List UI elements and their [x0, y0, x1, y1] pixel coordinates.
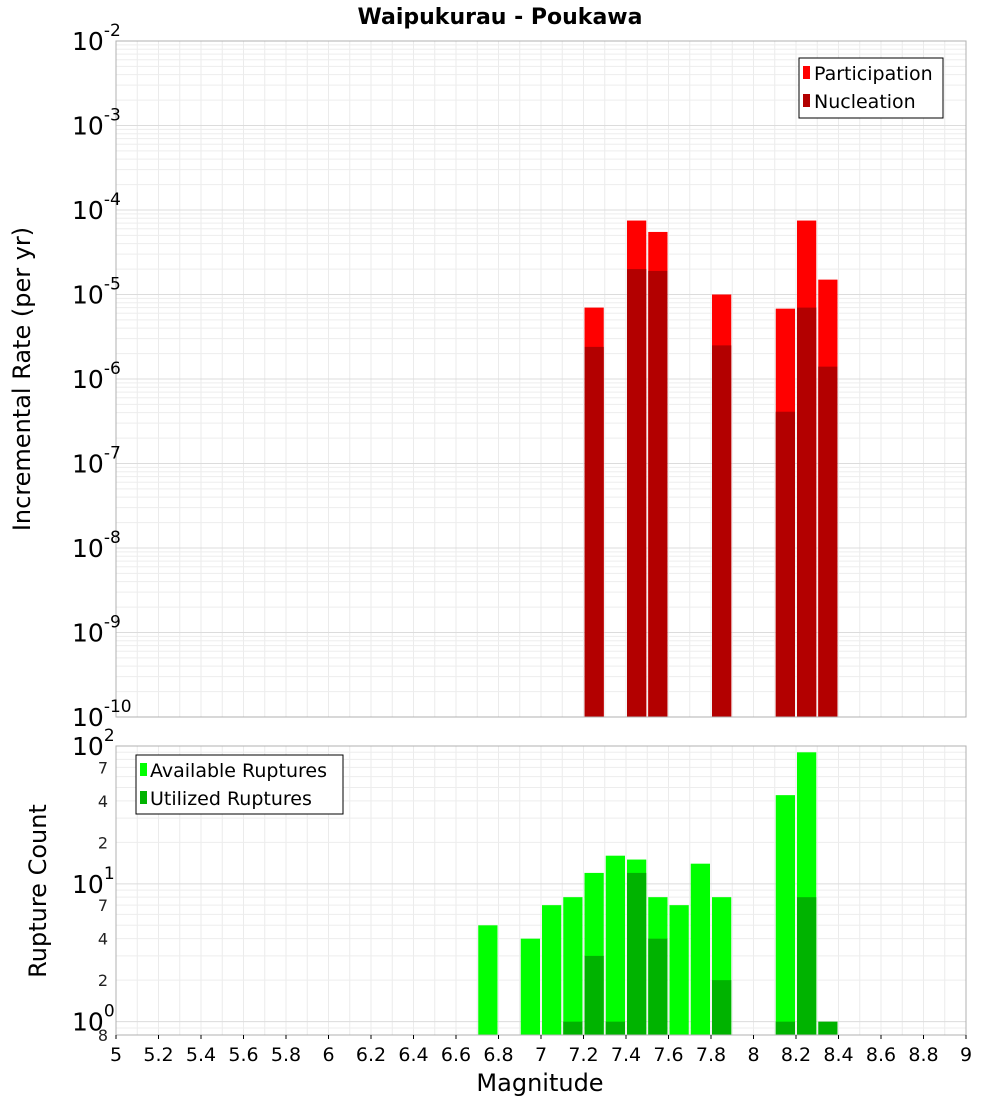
count-utilized-ruptures-bar	[627, 872, 647, 1035]
rate-plot-bars	[584, 220, 838, 718]
x-tick-label: 6.8	[483, 1044, 513, 1066]
rate-y-axis-label: Incremental Rate (per yr)	[8, 227, 36, 531]
rate-nucleation-bar	[712, 345, 732, 717]
count-utilized-ruptures-bar	[712, 980, 732, 1035]
y-tick-label: 10-9	[72, 613, 121, 648]
available-ruptures-legend-swatch	[140, 763, 147, 776]
x-tick-label: 5.2	[143, 1044, 173, 1066]
count-available-ruptures-bar	[605, 855, 625, 1035]
count-available-ruptures-bar	[520, 938, 540, 1035]
x-tick-label: 8.2	[781, 1044, 811, 1066]
x-tick-label: 6.6	[441, 1044, 471, 1066]
rate-nucleation-bar	[818, 366, 838, 717]
y-tick-label: 101	[72, 864, 115, 899]
available-ruptures-legend-label: Available Ruptures	[150, 760, 327, 782]
x-tick-label: 8	[747, 1044, 759, 1066]
y-tick-label: 10-5	[72, 275, 121, 310]
magnitude-x-axis-label: Magnitude	[476, 1069, 603, 1097]
y-minor-tick-label: 8	[98, 1026, 108, 1045]
x-tick-label: 8.8	[908, 1044, 938, 1066]
rate-legend: Participation Nucleation	[798, 57, 944, 119]
y-tick-label: 10-8	[72, 528, 121, 563]
rate-nucleation-bar	[797, 307, 817, 717]
count-utilized-ruptures-bar	[775, 1021, 795, 1035]
y-minor-tick-label: 2	[98, 971, 108, 990]
x-tick-label: 7.8	[696, 1044, 726, 1066]
count-available-ruptures-bar	[775, 795, 795, 1035]
y-minor-tick-label: 4	[98, 792, 108, 811]
y-minor-tick-label: 7	[98, 758, 108, 777]
y-minor-tick-label: 4	[98, 930, 108, 949]
rate-nucleation-bar	[584, 346, 604, 717]
nucleation-legend-swatch	[803, 94, 810, 107]
rate-nucleation-bar	[775, 411, 795, 717]
nucleation-legend-label: Nucleation	[814, 91, 916, 113]
count-plot-bars	[478, 752, 838, 1035]
count-utilized-ruptures-bar	[605, 1021, 625, 1035]
x-tick-label: 7.6	[653, 1044, 683, 1066]
y-minor-tick-label: 7	[98, 896, 108, 915]
rate-nucleation-bar	[648, 270, 668, 717]
y-tick-label: 10-7	[72, 444, 121, 479]
count-y-ticks: 102 101 100 7 4 2 7 4 2 8	[72, 726, 115, 1045]
x-tick-label: 6.2	[356, 1044, 386, 1066]
x-tick-label: 5.4	[186, 1044, 216, 1066]
utilized-ruptures-legend-label: Utilized Ruptures	[150, 788, 312, 810]
y-minor-tick-label: 2	[98, 833, 108, 852]
count-utilized-ruptures-bar	[797, 897, 817, 1035]
rate-legend-box	[798, 57, 944, 119]
x-tick-label: 5	[110, 1044, 122, 1066]
count-utilized-ruptures-bar	[563, 1021, 583, 1035]
y-tick-label: 100	[72, 1002, 115, 1037]
chart-title: Waipukurau - Poukawa	[358, 5, 643, 30]
count-available-ruptures-bar	[563, 897, 583, 1035]
rate-nucleation-bar	[627, 269, 647, 717]
participation-legend-swatch	[803, 66, 810, 79]
count-available-ruptures-bar	[542, 905, 562, 1035]
utilized-ruptures-legend-swatch	[140, 791, 147, 804]
participation-legend-label: Participation	[814, 63, 933, 85]
x-tick-label: 8.6	[866, 1044, 896, 1066]
x-tick-label: 7.4	[611, 1044, 641, 1066]
x-tick-label: 5.8	[271, 1044, 301, 1066]
count-plot-grid	[115, 745, 967, 1036]
count-utilized-ruptures-bar	[648, 938, 668, 1035]
count-available-ruptures-bar	[690, 863, 710, 1035]
y-tick-label: 10-4	[72, 190, 121, 225]
count-legend: Available Ruptures Utilized Ruptures	[135, 754, 344, 815]
magnitude-x-ticks: 5 5.2 5.4 5.6 5.8 6 6.2 6.4 6.6 6.8 7 7.2 7.4 7.6 7.8 8…	[110, 1035, 972, 1066]
count-available-ruptures-bar	[669, 905, 689, 1035]
x-tick-label: 7.2	[568, 1044, 598, 1066]
count-legend-box	[135, 754, 344, 815]
x-tick-label: 6	[322, 1044, 334, 1066]
count-utilized-ruptures-bar	[818, 1021, 838, 1035]
rupture-count-y-axis-label: Rupture Count	[24, 804, 52, 978]
x-tick-label: 5.6	[228, 1044, 258, 1066]
y-tick-label: 10-3	[72, 106, 121, 141]
rate-plot-frame	[115, 40, 967, 718]
y-tick-label: 10-6	[72, 359, 121, 394]
count-available-ruptures-bar	[478, 925, 498, 1035]
x-tick-label: 9	[960, 1044, 972, 1066]
rate-y-ticks: 10-2 10-3 10-4 10-5 10-6 10-7 10-8 10-9 10-10	[72, 21, 132, 732]
y-tick-label: 10-10	[72, 697, 132, 732]
x-tick-label: 8.4	[823, 1044, 853, 1066]
y-tick-label: 10-2	[72, 21, 121, 56]
count-utilized-ruptures-bar	[584, 955, 604, 1035]
x-tick-label: 7	[535, 1044, 547, 1066]
rate-plot-grid	[115, 40, 967, 718]
y-tick-label: 102	[72, 726, 115, 761]
x-tick-label: 6.4	[398, 1044, 428, 1066]
